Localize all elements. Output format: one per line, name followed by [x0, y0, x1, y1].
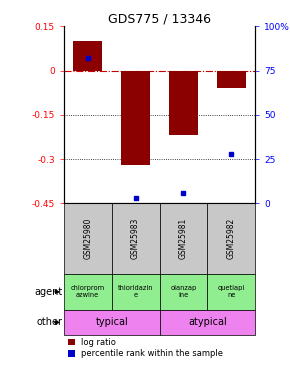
- Bar: [64, 203, 112, 274]
- Text: olanzap
ine: olanzap ine: [170, 285, 197, 298]
- Text: GSM25981: GSM25981: [179, 218, 188, 259]
- Text: thioridazin
e: thioridazin e: [118, 285, 153, 298]
- Text: GSM25983: GSM25983: [131, 218, 140, 259]
- Text: chlorprom
azwine: chlorprom azwine: [71, 285, 105, 298]
- Bar: [112, 203, 160, 274]
- Bar: [121, 70, 150, 165]
- Bar: [64, 274, 112, 309]
- Bar: [217, 70, 246, 88]
- Text: GSM25980: GSM25980: [83, 218, 92, 259]
- Title: GDS775 / 13346: GDS775 / 13346: [108, 12, 211, 25]
- Text: atypical: atypical: [188, 317, 227, 327]
- Bar: [207, 274, 255, 309]
- Text: agent: agent: [35, 287, 63, 297]
- Bar: [112, 274, 160, 309]
- Text: quetiapi
ne: quetiapi ne: [218, 285, 245, 298]
- Legend: log ratio, percentile rank within the sample: log ratio, percentile rank within the sa…: [68, 338, 223, 358]
- Bar: [160, 309, 255, 335]
- Bar: [160, 203, 207, 274]
- Text: typical: typical: [95, 317, 128, 327]
- Bar: [207, 203, 255, 274]
- Bar: [169, 70, 198, 135]
- Bar: [64, 309, 160, 335]
- Bar: [160, 274, 207, 309]
- Text: other: other: [37, 317, 63, 327]
- Bar: [73, 41, 102, 70]
- Text: GSM25982: GSM25982: [227, 218, 236, 259]
